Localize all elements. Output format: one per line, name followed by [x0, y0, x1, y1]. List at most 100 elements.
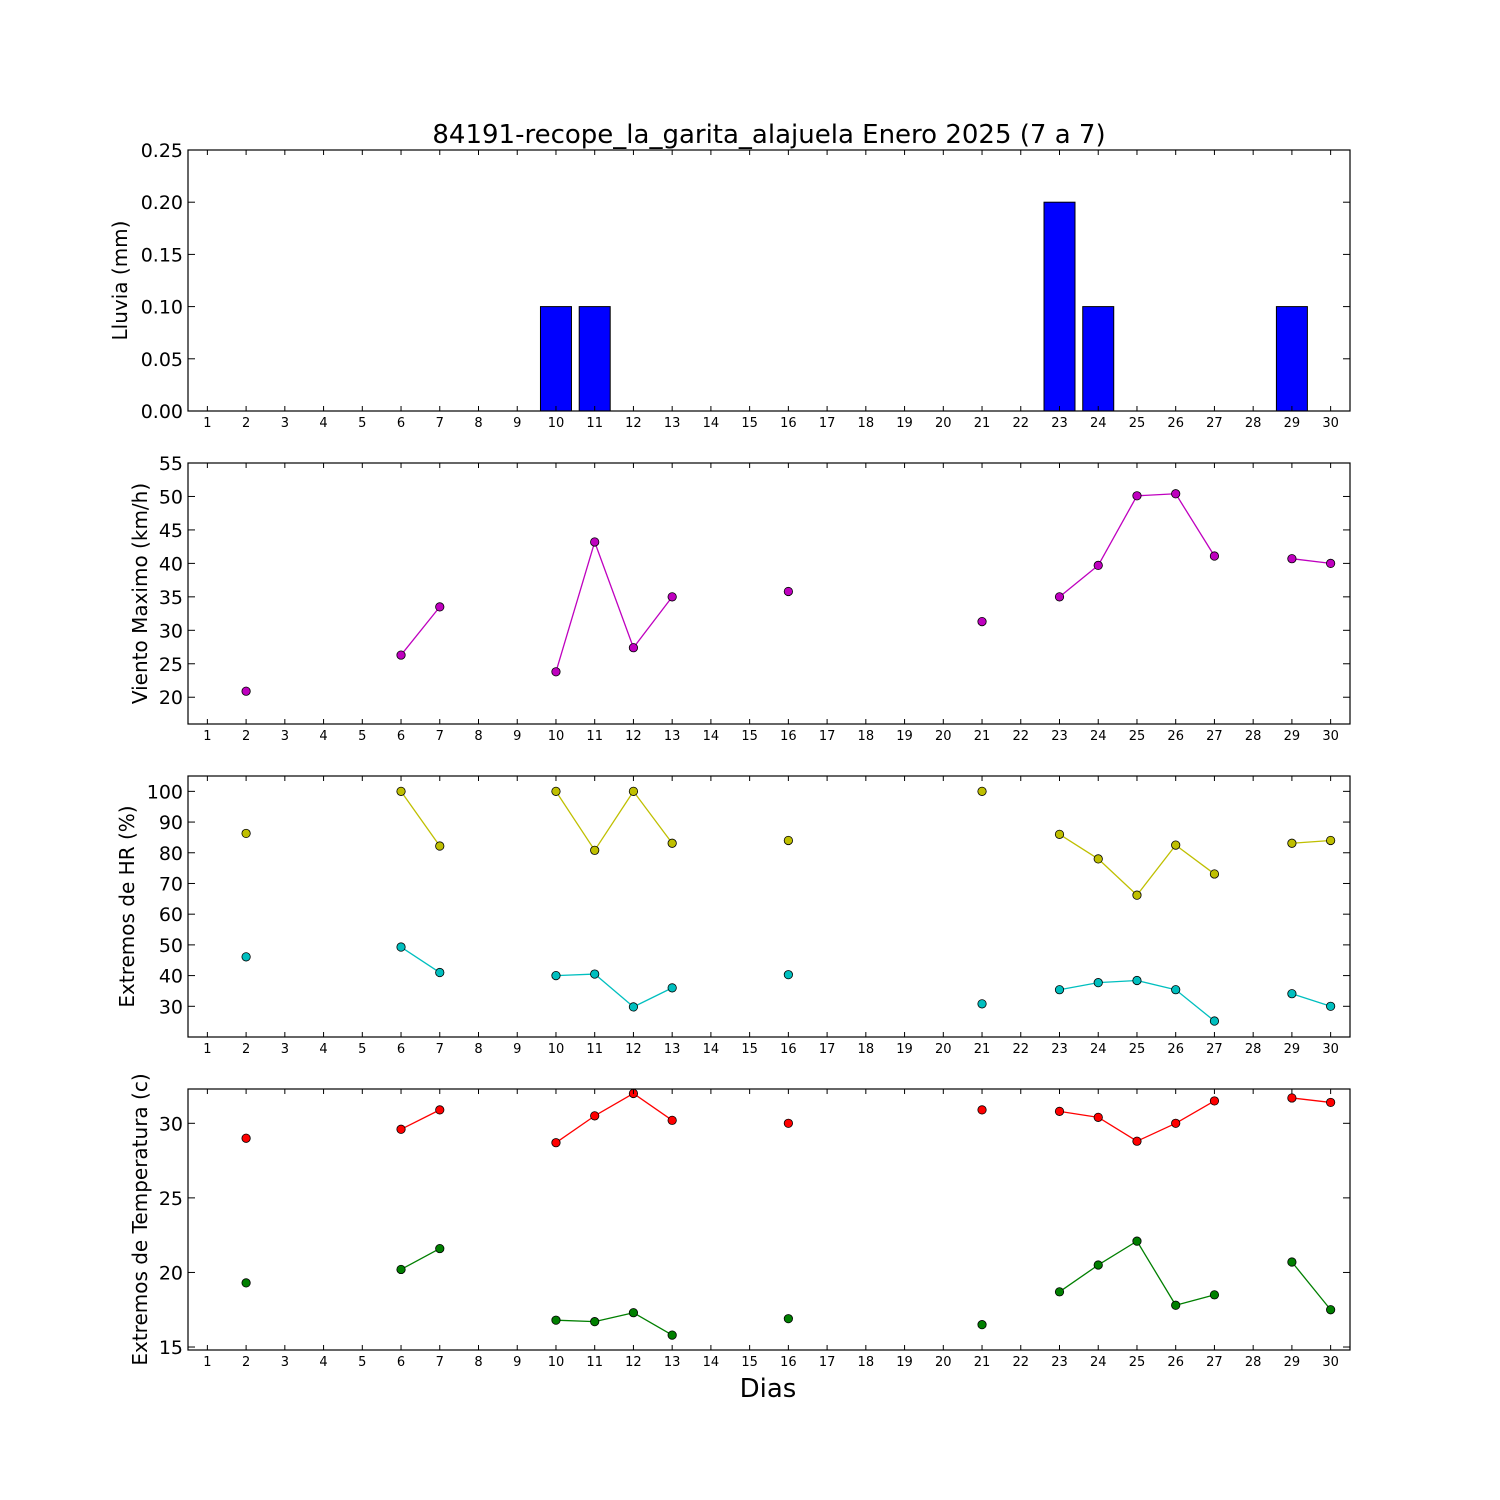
x-tick-label: 2	[242, 729, 250, 744]
y-tick-label: 30	[159, 996, 183, 1018]
series-1-point-day-7	[435, 1105, 445, 1115]
x-tick-label: 28	[1245, 729, 1262, 744]
series-2-segment-25	[1136, 979, 1176, 991]
series-2-segment-26	[1175, 1294, 1215, 1306]
y-tick-label: 35	[159, 587, 183, 609]
x-tick-label: 5	[358, 1355, 366, 1370]
y-tick-label: 45	[159, 520, 183, 542]
x-tick-label: 8	[474, 729, 482, 744]
x-tick-label: 26	[1167, 416, 1184, 431]
y-tick-label: 0.00	[141, 401, 183, 423]
x-tick-label: 15	[741, 1042, 758, 1057]
x-tick-label: 19	[896, 729, 913, 744]
x-tick-label: 2	[242, 1355, 250, 1370]
x-tick-label: 21	[974, 1355, 991, 1370]
x-tick-label: 22	[1012, 416, 1029, 431]
series-2-point-day-7	[435, 967, 445, 978]
x-tick-label: 12	[625, 1355, 642, 1370]
y-tick-label: 60	[159, 904, 183, 926]
series-1-segment-24	[1097, 1116, 1138, 1142]
bar-day-24	[1082, 306, 1115, 412]
x-tick-label: 1	[203, 1355, 211, 1370]
x-tick-label: 14	[703, 1042, 720, 1057]
series-2-segment-6	[400, 1248, 441, 1271]
x-tick-label: 27	[1206, 1042, 1223, 1057]
x-tick-label: 19	[896, 416, 913, 431]
series-2-point-day-2	[241, 1278, 251, 1288]
x-tick-label: 30	[1322, 1355, 1339, 1370]
x-tick-label: 8	[474, 1355, 482, 1370]
y-tick-label: 100	[147, 781, 183, 803]
x-tick-label: 2	[242, 416, 250, 431]
y-tick-label: 25	[159, 1188, 183, 1210]
series-2-segment-24	[1097, 1240, 1138, 1266]
y-tick-label: 30	[159, 620, 183, 642]
x-tick-label: 11	[586, 416, 603, 431]
series-1-point-day-6	[396, 1124, 406, 1134]
series-1-point-day-11	[590, 537, 600, 547]
x-tick-label: 23	[1051, 1042, 1068, 1057]
series-1-segment-10	[555, 790, 596, 851]
series-1-point-day-30	[1326, 835, 1336, 846]
series-1-segment-23	[1059, 833, 1099, 860]
y-tick-label: 0.25	[141, 140, 183, 162]
x-tick-label: 16	[780, 416, 797, 431]
x-tick-label: 26	[1167, 729, 1184, 744]
series-2-segment-26	[1175, 989, 1215, 1022]
series-2-segment-10	[555, 1319, 595, 1323]
series-1-point-day-2	[241, 828, 251, 839]
y-tick-label: 40	[159, 553, 183, 575]
series-1-segment-11	[594, 541, 635, 648]
x-tick-label: 5	[358, 729, 366, 744]
x-tick-label: 24	[1090, 1355, 1107, 1370]
series-1-segment-12	[632, 790, 673, 844]
x-tick-label: 20	[935, 416, 952, 431]
y-tick-label: 55	[159, 453, 183, 475]
series-2-point-day-26	[1171, 985, 1181, 995]
x-tick-label: 4	[319, 416, 327, 431]
x-tick-label: 11	[586, 729, 603, 744]
series-1-point-day-30	[1326, 558, 1336, 568]
series-1-segment-10	[555, 1115, 596, 1144]
series-2-point-day-26	[1171, 1300, 1181, 1310]
series-1-point-day-13	[667, 592, 677, 602]
series-2-point-day-21	[977, 999, 987, 1009]
series-1-point-day-12	[628, 643, 639, 653]
series-1-point-day-24	[1093, 560, 1103, 570]
series-2-segment-12	[633, 1312, 673, 1336]
x-tick-label: 10	[548, 729, 565, 744]
series-2-point-day-23	[1054, 985, 1065, 995]
series-1-segment-12	[633, 1092, 673, 1121]
series-1-point-day-11	[590, 1111, 600, 1121]
series-1-segment-11	[594, 1092, 634, 1117]
x-tick-label: 20	[935, 729, 952, 744]
series-1-segment-25	[1136, 1122, 1176, 1142]
series-2-point-day-16	[783, 1314, 793, 1324]
y-tick-label: 90	[159, 812, 183, 834]
x-tick-label: 15	[741, 416, 758, 431]
series-2-point-day-7	[435, 1243, 445, 1254]
series-1-point-day-23	[1054, 829, 1065, 839]
series-1-point-day-2	[241, 1133, 251, 1143]
x-tick-label: 6	[397, 1355, 405, 1370]
series-1-point-day-21	[977, 786, 987, 796]
series-2-point-day-25	[1132, 975, 1142, 986]
series-1-point-day-29	[1287, 554, 1297, 564]
x-tick-label: 28	[1245, 1042, 1262, 1057]
series-2-point-day-13	[667, 983, 677, 993]
series-1-point-day-13	[667, 1115, 677, 1125]
series-2-point-day-29	[1287, 989, 1297, 999]
x-tick-label: 17	[819, 1042, 836, 1057]
x-tick-label: 25	[1129, 729, 1146, 744]
series-2-point-day-13	[667, 1330, 677, 1340]
y-tick-label: 80	[159, 843, 183, 865]
series-1-segment-29	[1291, 558, 1331, 565]
series-2-point-day-12	[628, 1002, 639, 1012]
series-2-segment-23	[1059, 982, 1099, 991]
series-1-point-day-2	[241, 686, 251, 696]
series-2-point-day-11	[590, 969, 600, 979]
series-1-point-day-25	[1132, 491, 1142, 501]
x-tick-label: 26	[1167, 1355, 1184, 1370]
